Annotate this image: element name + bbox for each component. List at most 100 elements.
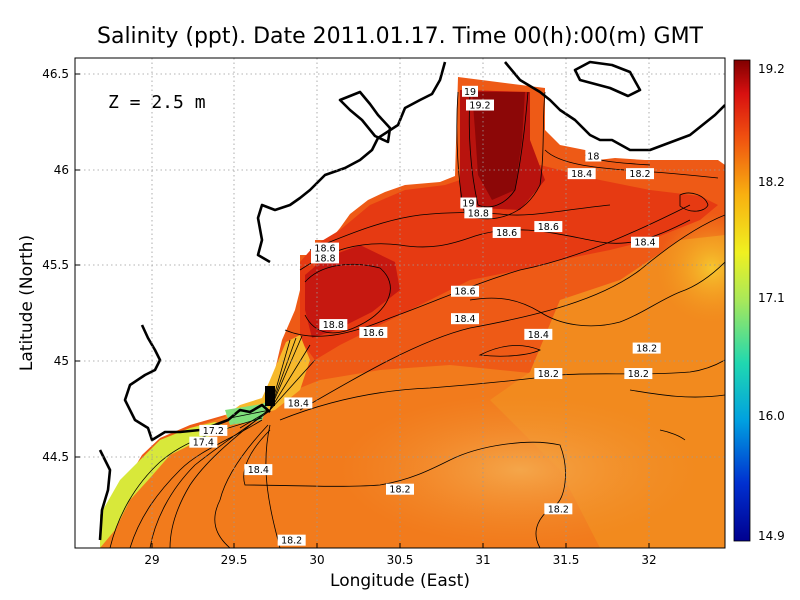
contour-line bbox=[169, 409, 269, 548]
contour-label-box bbox=[544, 503, 573, 515]
contour-label: 18.4 bbox=[631, 236, 659, 249]
contour-line bbox=[269, 344, 311, 411]
contour-label-text: 19 bbox=[462, 199, 474, 210]
contour-label-text: 18.4 bbox=[634, 238, 655, 249]
contour-lines bbox=[109, 91, 725, 548]
contour-label-text: 18.2 bbox=[281, 536, 302, 547]
x-tick-label: 30 bbox=[309, 553, 324, 567]
contour-label-box bbox=[386, 483, 414, 495]
sea-field-southwest-yellow bbox=[100, 422, 230, 548]
x-tick-label: 31 bbox=[475, 553, 490, 567]
contour-label: 18.8 bbox=[464, 207, 493, 219]
contour-label: 18.6 bbox=[534, 221, 563, 233]
contour-label-text: 18.6 bbox=[314, 244, 335, 255]
contour-label: 18.2 bbox=[534, 368, 563, 380]
contour-label: 18.2 bbox=[277, 534, 306, 547]
sea-field-outflow-mark bbox=[265, 386, 275, 406]
contour-label-text: 18.4 bbox=[248, 465, 269, 476]
contour-line bbox=[229, 409, 271, 419]
contour-label-text: 18.2 bbox=[629, 169, 650, 180]
x-tick-label: 29.5 bbox=[221, 553, 248, 567]
contour-label-text: 18.2 bbox=[628, 369, 649, 380]
sea-field-max-core bbox=[472, 92, 525, 200]
contour-line bbox=[304, 263, 391, 334]
contour-line bbox=[269, 359, 316, 411]
contour-label-box bbox=[462, 85, 478, 97]
contour-label-text: 18.4 bbox=[288, 398, 309, 409]
contour-line bbox=[659, 429, 686, 441]
contour-label-box bbox=[244, 464, 273, 476]
contour-label-text: 19.2 bbox=[469, 101, 490, 112]
contour-label-box bbox=[189, 436, 218, 448]
contour-label-text: 18.4 bbox=[571, 169, 592, 180]
contour-label-box bbox=[626, 168, 654, 180]
contour-label-text: 18.8 bbox=[323, 320, 344, 331]
contour-label-text: 18.6 bbox=[363, 328, 384, 339]
contour-label-box bbox=[524, 328, 553, 340]
contour-label: 18.2 bbox=[544, 503, 573, 515]
x-tick-label: 30.5 bbox=[387, 553, 414, 567]
contour-label-box bbox=[460, 197, 477, 209]
contour-line bbox=[468, 91, 529, 208]
contour-label: 18.2 bbox=[626, 168, 654, 180]
contour-label-box bbox=[492, 226, 521, 238]
coastline-west-delta bbox=[123, 324, 271, 442]
contour-label-text: 18.2 bbox=[548, 504, 569, 515]
contour-label-box bbox=[199, 424, 228, 436]
y-tick-label: 45 bbox=[54, 354, 69, 368]
contour-label-box bbox=[632, 342, 661, 354]
contour-line bbox=[456, 91, 546, 220]
coastline-northwest bbox=[256, 61, 447, 264]
contour-label-box bbox=[464, 207, 493, 219]
contour-line bbox=[299, 214, 725, 411]
contour-label-box bbox=[284, 397, 313, 409]
contour-line bbox=[214, 424, 269, 548]
coastline-island bbox=[338, 90, 392, 144]
x-tick-label: 31.5 bbox=[553, 553, 580, 567]
y-tick-label: 44.5 bbox=[42, 450, 69, 464]
depth-label: Z = 2.5 m bbox=[108, 92, 206, 113]
contour-line bbox=[239, 409, 271, 429]
contour-label-text: 18.6 bbox=[496, 228, 517, 239]
coastlines bbox=[98, 60, 725, 541]
coastline-north-east bbox=[504, 61, 725, 152]
sea-field-east-yellow bbox=[657, 213, 725, 323]
coastline-southwest bbox=[98, 449, 112, 541]
map-title: Salinity (ppt). Date 2011.01.17. Time 00… bbox=[97, 24, 704, 49]
contour-line bbox=[478, 345, 541, 357]
sea-field-red-core bbox=[300, 165, 718, 360]
colorbar-tick-label: 16.0 bbox=[758, 409, 785, 423]
contour-line bbox=[243, 429, 566, 548]
x-axis-label: Longitude (East) bbox=[330, 571, 470, 591]
y-tick-label: 46.5 bbox=[42, 67, 69, 81]
x-tick-label: 32 bbox=[641, 553, 656, 567]
contour-line bbox=[269, 337, 297, 411]
sea-field-dark-red-bay bbox=[305, 245, 400, 338]
colorbar-tick-label: 19.2 bbox=[758, 62, 785, 76]
contour-line bbox=[269, 335, 303, 411]
contour-label-box bbox=[451, 313, 479, 325]
contour-label-box bbox=[311, 252, 339, 264]
sea-field-south-light bbox=[340, 395, 700, 545]
contour-label-text: 19 bbox=[464, 87, 476, 98]
contour-label-box bbox=[534, 221, 563, 233]
contour-label: 18.6 bbox=[492, 226, 521, 239]
y-tick-label: 46 bbox=[54, 163, 69, 177]
contour-label: 19.2 bbox=[466, 99, 494, 112]
contour-label-text: 18.8 bbox=[468, 208, 489, 219]
contour-label-text: 18.6 bbox=[538, 222, 559, 233]
contour-label: 19 bbox=[462, 85, 478, 98]
contour-label-box bbox=[534, 368, 563, 380]
colorbar-tick-label: 17.1 bbox=[758, 291, 785, 305]
contour-label: 18.4 bbox=[567, 168, 596, 180]
contour-label-box bbox=[277, 534, 306, 546]
contour-label: 18.4 bbox=[244, 464, 273, 476]
colorbar-tick-label: 14.9 bbox=[758, 529, 785, 543]
contour-line bbox=[679, 192, 709, 212]
contour-label-text: 17.2 bbox=[203, 426, 224, 437]
contour-label: 18.6 bbox=[451, 285, 479, 298]
contour-label: 17.4 bbox=[189, 436, 218, 449]
contour-line bbox=[269, 339, 291, 411]
contour-line bbox=[469, 261, 725, 327]
